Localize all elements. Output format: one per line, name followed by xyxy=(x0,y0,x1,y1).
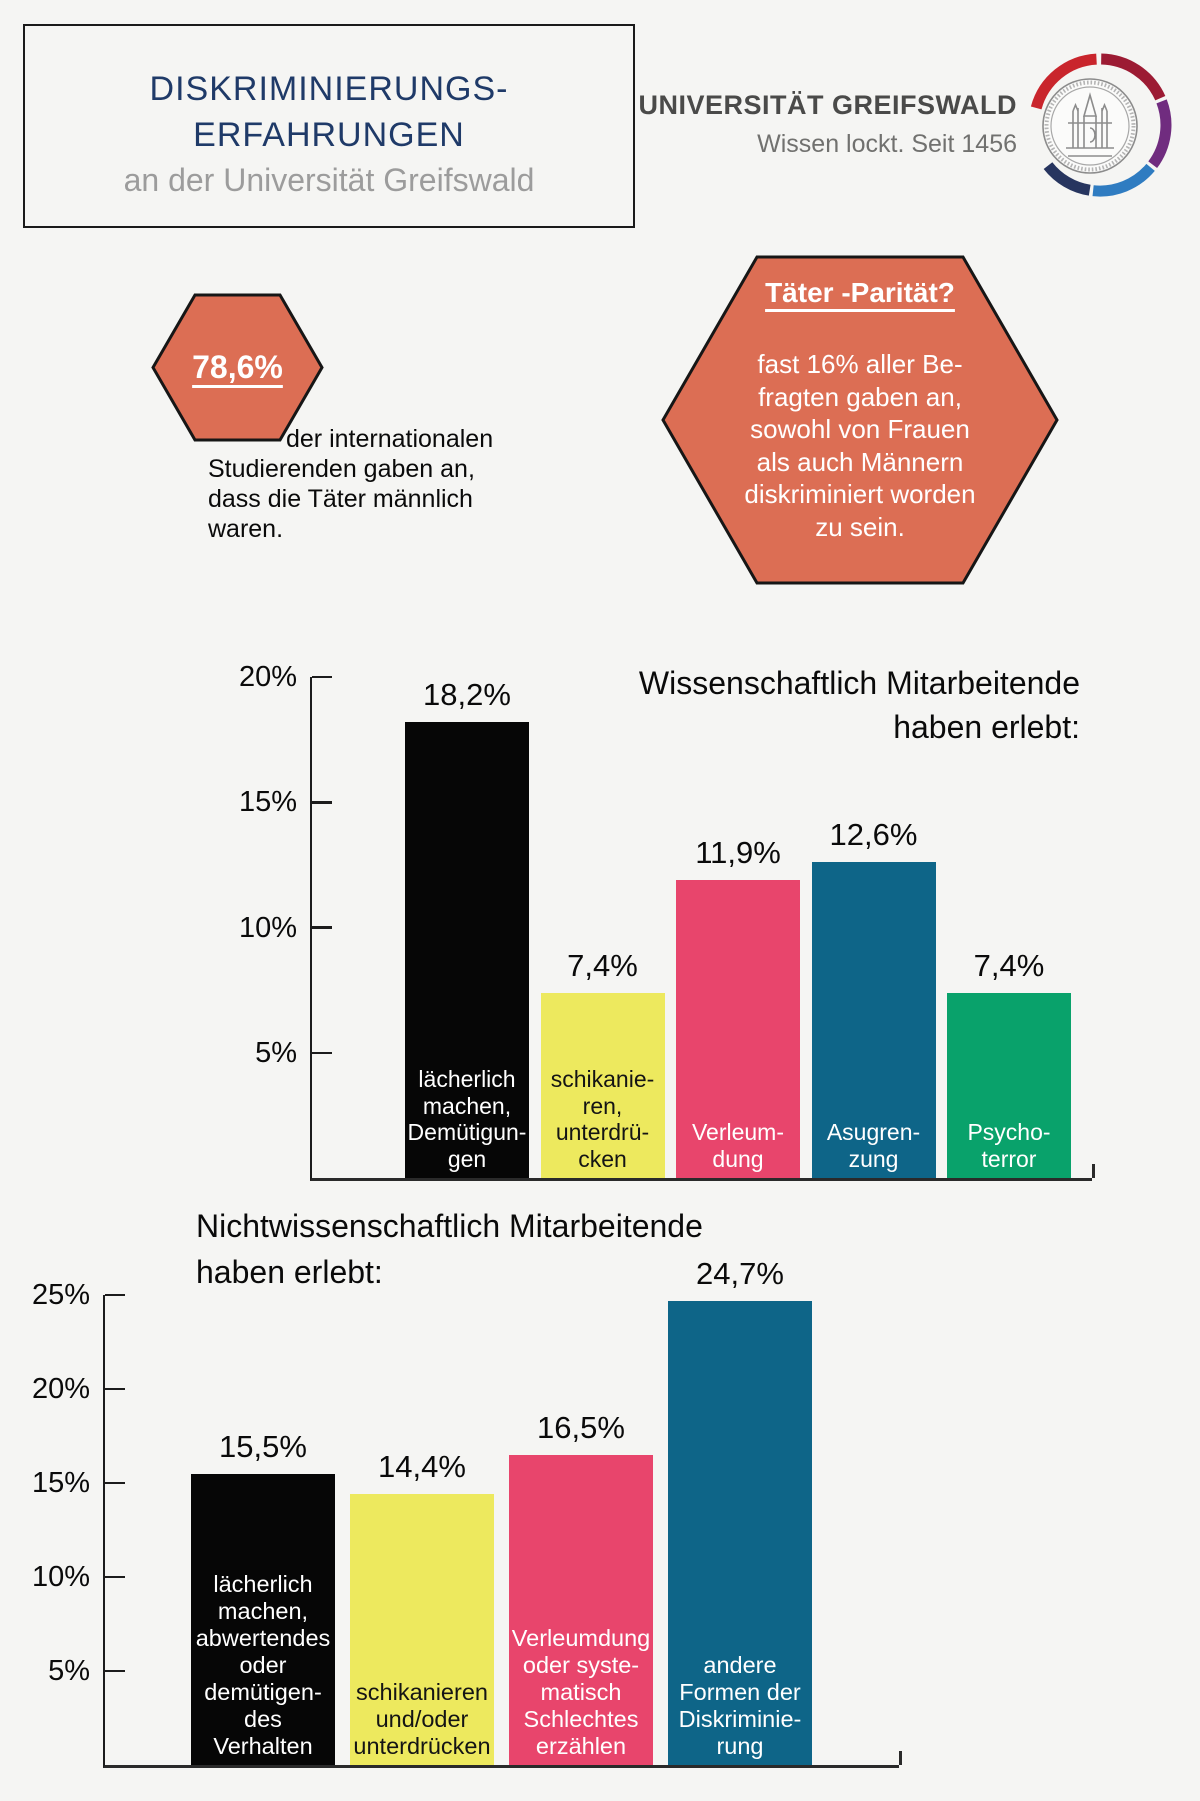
page-title-line1: DISKRIMINIERUNGS- xyxy=(149,70,509,108)
y-axis-tick-label: 5% xyxy=(255,1036,297,1069)
university-name: UNIVERSITÄT GREIFSWALD xyxy=(638,90,1017,120)
ring-seg-red xyxy=(1030,53,1097,110)
bar-value-label: 11,9% xyxy=(695,834,781,870)
bar-category-label: lächerlich machen, abwertendes oder demü… xyxy=(195,1571,331,1759)
bar-value-label: 18,2% xyxy=(423,677,511,713)
stat-hexagon-small xyxy=(151,293,324,442)
bar-category-label: Asugren- zung xyxy=(826,1119,921,1172)
y-axis-tick xyxy=(312,1051,332,1054)
bar-value-label: 12,6% xyxy=(829,817,918,853)
bar: Verleum- dung xyxy=(676,879,800,1178)
bar-value-label: 7,4% xyxy=(973,947,1045,983)
y-axis-tick xyxy=(105,1669,125,1673)
bar: andere Formen der Diskriminie- rung xyxy=(668,1300,812,1765)
seal-cathedral-icon xyxy=(1066,92,1114,157)
y-axis-tick xyxy=(105,1575,125,1579)
stat-caption: der internationalen Studierenden gaben a… xyxy=(208,425,494,543)
page-subtitle: an der Universität Greifswald xyxy=(123,162,535,198)
bar: schikanieren und/oder unterdrücken xyxy=(350,1494,494,1765)
bar: schikanie- ren, unterdrü- cken xyxy=(540,992,665,1178)
stat-hexagon-large xyxy=(661,255,1059,585)
university-logo: UNIVERSITÄT GREIFSWALD Wissen lockt. Sei… xyxy=(638,90,1017,159)
y-axis-tick-label: 10% xyxy=(238,911,297,944)
bar-category-label: andere Formen der Diskriminie- rung xyxy=(678,1652,802,1759)
y-axis-tick-label: 15% xyxy=(238,786,297,819)
logo-ring-icon xyxy=(1030,53,1172,197)
bar: lächerlich machen, abwertendes oder demü… xyxy=(191,1473,335,1765)
ring-seg-lightblue xyxy=(1092,163,1155,197)
bar-value-label: 7,4% xyxy=(567,947,638,983)
y-axis-tick-label: 20% xyxy=(238,661,297,693)
y-axis-tick xyxy=(105,1481,125,1485)
page-title-line2: ERFAHRUNGEN xyxy=(193,116,465,154)
bar-category-label: lächerlich machen, Demütigun- gen xyxy=(407,1066,527,1172)
university-seal-icon xyxy=(1030,53,1172,197)
y-axis-tick-label: 5% xyxy=(48,1655,90,1687)
y-axis-tick xyxy=(312,926,332,929)
y-axis-tick-label: 20% xyxy=(31,1373,90,1405)
baseline-end-stub xyxy=(1092,1164,1095,1178)
bar-value-label: 14,4% xyxy=(378,1449,466,1485)
bar-value-label: 24,7% xyxy=(696,1255,784,1291)
bar: Psycho- terror xyxy=(947,992,1071,1178)
chart2-title: Nichtwissenschaftlich Mitarbeitende habe… xyxy=(196,1208,703,1290)
y-axis-tick xyxy=(312,675,332,679)
bar: Verleumdung oder syste- matisch Schlecht… xyxy=(509,1454,653,1765)
ring-seg-purple xyxy=(1148,99,1172,169)
bar-category-label: Psycho- terror xyxy=(967,1119,1051,1172)
bar-category-label: schikanieren und/oder unterdrücken xyxy=(353,1679,491,1759)
bar-category-label: schikanie- ren, unterdrü- cken xyxy=(550,1066,655,1172)
bar: lächerlich machen, Demütigun- gen xyxy=(405,722,529,1178)
bar-value-label: 16,5% xyxy=(537,1409,625,1445)
ring-seg-navy xyxy=(1043,162,1091,196)
baseline-end-stub xyxy=(899,1751,902,1765)
bar-chart-nonscientific-staff: 25% 20% 15% 10% 5% lächerlich machen, abwerte… xyxy=(32,1256,902,1768)
bar-category-label: Verleumdung oder syste- matisch Schlecht… xyxy=(511,1625,651,1759)
bar-category-label: Verleum- dung xyxy=(691,1119,785,1172)
university-tagline: Wissen lockt. Seit 1456 xyxy=(757,130,1017,158)
hexagon-heading: Täter -Parität? xyxy=(765,277,955,308)
bar: Asugren- zung xyxy=(811,862,936,1178)
y-axis-tick-label: 15% xyxy=(31,1467,90,1499)
stat-value: 78,6% xyxy=(192,349,283,385)
seal-lettering-ring xyxy=(1044,80,1136,172)
y-axis-tick-label: 10% xyxy=(31,1561,90,1593)
y-axis-tick-label: 25% xyxy=(31,1279,90,1311)
y-axis-tick xyxy=(105,1293,125,1297)
bar-value-label: 15,5% xyxy=(219,1428,307,1464)
chart1-title: Wissenschaftlich Mitarbeitende haben erl… xyxy=(638,665,1080,745)
bar-chart-scientific-staff: 20% 15% 10% 5% lächerlich machen, Demütigun-… xyxy=(239,662,1095,1181)
title-box: DISKRIMINIERUNGS- ERFAHRUNGEN an der Uni… xyxy=(23,24,635,228)
hexagon-body-text: fast 16% aller Be- fragten gaben an, sow… xyxy=(744,349,976,542)
y-axis-tick xyxy=(312,801,332,804)
y-axis-tick xyxy=(105,1387,125,1391)
ring-seg-darkred xyxy=(1100,53,1166,101)
